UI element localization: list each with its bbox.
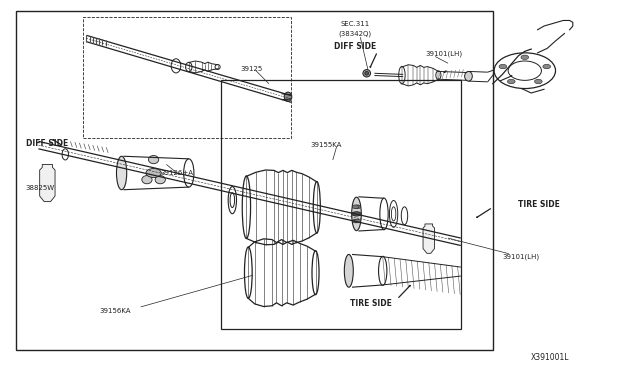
Polygon shape bbox=[423, 224, 435, 253]
Ellipse shape bbox=[363, 70, 371, 77]
Text: DIFF SIDE: DIFF SIDE bbox=[26, 139, 68, 148]
Text: 39126+A: 39126+A bbox=[160, 170, 193, 176]
Circle shape bbox=[355, 205, 361, 209]
Ellipse shape bbox=[344, 254, 353, 287]
Text: (38342Q): (38342Q) bbox=[339, 30, 372, 37]
Text: 39101(LH): 39101(LH) bbox=[426, 51, 463, 57]
Ellipse shape bbox=[365, 71, 369, 75]
Circle shape bbox=[353, 212, 360, 216]
Ellipse shape bbox=[352, 197, 362, 231]
Polygon shape bbox=[40, 164, 55, 202]
Text: 39125: 39125 bbox=[240, 66, 262, 72]
Text: SEC.311: SEC.311 bbox=[340, 21, 370, 27]
Circle shape bbox=[521, 55, 529, 60]
Text: 39101(LH): 39101(LH) bbox=[502, 253, 540, 260]
Text: 39155KA: 39155KA bbox=[310, 142, 342, 148]
Ellipse shape bbox=[148, 155, 159, 164]
Circle shape bbox=[534, 79, 542, 84]
Text: 39156KA: 39156KA bbox=[99, 308, 131, 314]
Ellipse shape bbox=[465, 71, 472, 81]
Circle shape bbox=[543, 64, 550, 69]
Ellipse shape bbox=[155, 176, 165, 184]
Text: X391001L: X391001L bbox=[531, 353, 570, 362]
Circle shape bbox=[146, 169, 161, 177]
Ellipse shape bbox=[284, 92, 292, 101]
Circle shape bbox=[353, 205, 359, 209]
Circle shape bbox=[353, 219, 359, 223]
Text: TIRE SIDE: TIRE SIDE bbox=[518, 200, 560, 209]
Text: DIFF SIDE: DIFF SIDE bbox=[334, 42, 376, 51]
Ellipse shape bbox=[116, 156, 127, 190]
Circle shape bbox=[355, 219, 361, 223]
Circle shape bbox=[351, 212, 358, 216]
Text: 38825W: 38825W bbox=[26, 185, 55, 191]
Circle shape bbox=[508, 79, 515, 84]
Circle shape bbox=[355, 212, 362, 216]
Ellipse shape bbox=[142, 176, 152, 184]
Circle shape bbox=[499, 64, 507, 69]
Text: TIRE SIDE: TIRE SIDE bbox=[350, 299, 392, 308]
